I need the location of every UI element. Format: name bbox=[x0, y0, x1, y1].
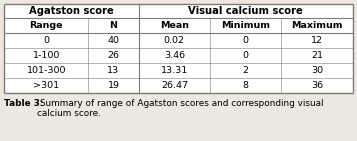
Text: 0: 0 bbox=[243, 36, 249, 45]
Text: Mean: Mean bbox=[160, 21, 189, 30]
Text: 13.31: 13.31 bbox=[161, 66, 188, 75]
Text: 8: 8 bbox=[243, 81, 249, 90]
Text: Table 3:: Table 3: bbox=[4, 99, 44, 108]
Text: Maximum: Maximum bbox=[291, 21, 343, 30]
Text: Agatston score: Agatston score bbox=[29, 6, 114, 16]
Text: 21: 21 bbox=[311, 51, 323, 60]
Text: 12: 12 bbox=[311, 36, 323, 45]
Text: N: N bbox=[110, 21, 117, 30]
Text: 19: 19 bbox=[107, 81, 120, 90]
Text: 0: 0 bbox=[243, 51, 249, 60]
Text: 36: 36 bbox=[311, 81, 323, 90]
Text: >301: >301 bbox=[33, 81, 59, 90]
Text: 2: 2 bbox=[243, 66, 249, 75]
Text: 13: 13 bbox=[107, 66, 120, 75]
Text: 26: 26 bbox=[107, 51, 120, 60]
Text: Minimum: Minimum bbox=[221, 21, 270, 30]
Text: 1-100: 1-100 bbox=[32, 51, 60, 60]
Text: 26.47: 26.47 bbox=[161, 81, 188, 90]
Text: 101-300: 101-300 bbox=[26, 66, 66, 75]
Text: 0.02: 0.02 bbox=[164, 36, 185, 45]
Text: Visual calcium score: Visual calcium score bbox=[188, 6, 303, 16]
Text: Range: Range bbox=[30, 21, 63, 30]
Text: 3.46: 3.46 bbox=[164, 51, 185, 60]
Text: 30: 30 bbox=[311, 66, 323, 75]
Text: 0: 0 bbox=[43, 36, 49, 45]
Text: Summary of range of Agatston scores and corresponding visual calcium score.: Summary of range of Agatston scores and … bbox=[37, 99, 324, 118]
Text: 40: 40 bbox=[107, 36, 120, 45]
Bar bbox=[4, 4, 353, 93]
